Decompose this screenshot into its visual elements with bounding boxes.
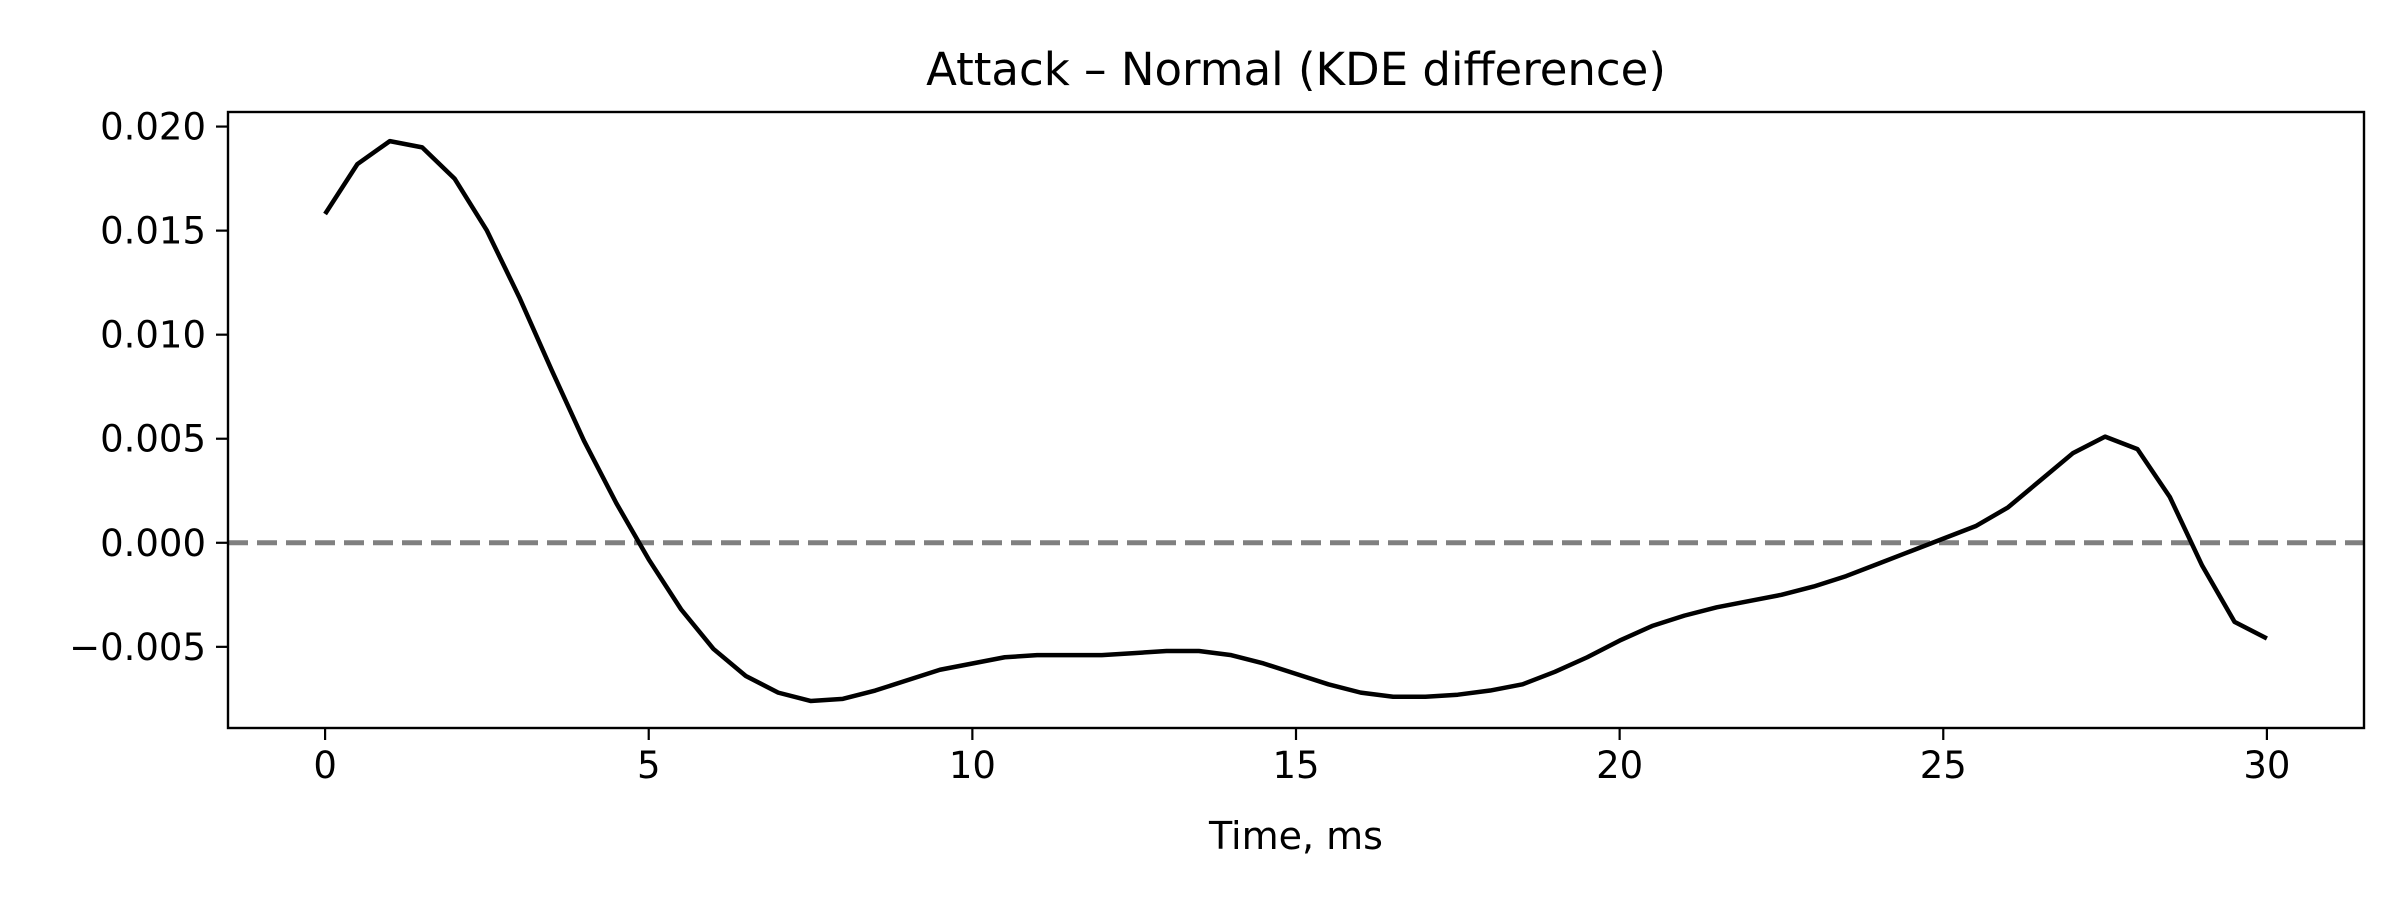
y-tick-label: 0.010 (100, 314, 206, 357)
y-tick-label: 0.005 (100, 418, 206, 461)
x-axis-label: Time, ms (1208, 814, 1383, 858)
x-tick-label: 20 (1596, 744, 1643, 787)
chart-title: Attack – Normal (KDE difference) (926, 43, 1666, 96)
x-tick-label: 15 (1272, 744, 1319, 787)
x-tick-label: 0 (313, 744, 337, 787)
x-tick-label: 5 (637, 744, 661, 787)
x-axis: 0 5 10 15 20 25 30 (313, 728, 2290, 787)
y-tick-label: −0.005 (69, 626, 206, 669)
x-tick-label: 30 (2243, 744, 2290, 787)
y-tick-label: 0.020 (100, 106, 206, 149)
x-tick-label: 10 (949, 744, 996, 787)
y-tick-label: 0.015 (100, 210, 206, 253)
y-tick-label: 0.000 (100, 522, 206, 565)
kde-difference-line (323, 138, 2268, 704)
plot-frame (226, 110, 2366, 730)
y-axis: −0.005 0.000 0.005 0.010 0.015 0.020 (69, 106, 228, 669)
x-tick-label: 25 (1920, 744, 1967, 787)
plot-area (226, 110, 2366, 730)
